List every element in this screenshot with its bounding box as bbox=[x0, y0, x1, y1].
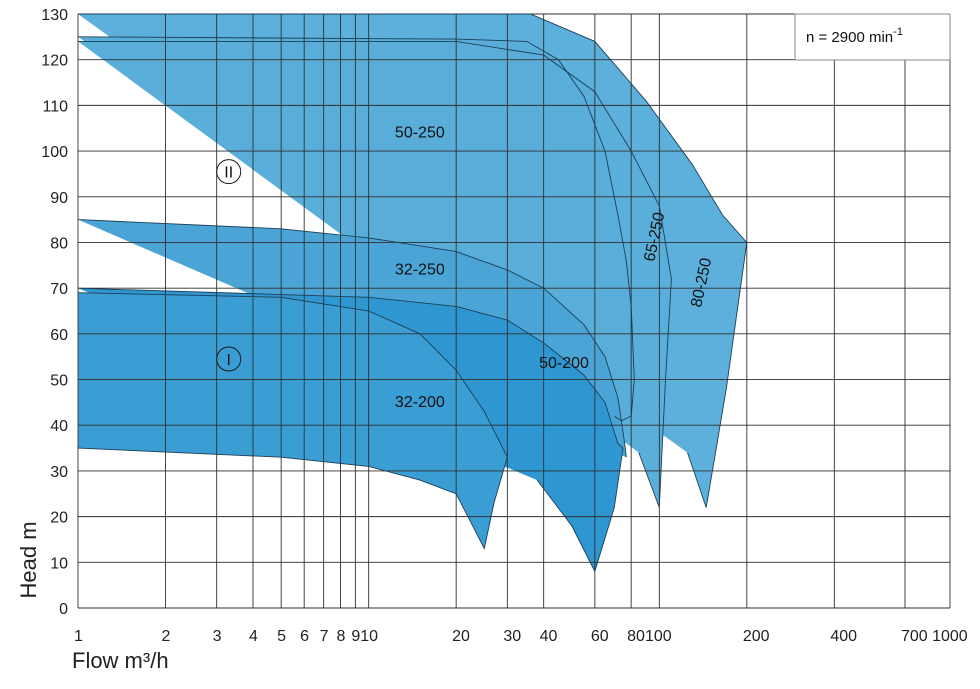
x-tick-400: 400 bbox=[830, 628, 857, 645]
x-tick-1: 1 bbox=[74, 628, 83, 645]
y-axis-title: Head m bbox=[16, 521, 41, 598]
x-tick-5: 5 bbox=[277, 628, 286, 645]
label-32-250: 32-250 bbox=[395, 261, 445, 278]
x-tick-30: 30 bbox=[503, 628, 521, 645]
y-tick-110: 110 bbox=[42, 98, 68, 115]
curve-32-250 bbox=[77, 219, 627, 458]
x-tick-60: 60 bbox=[591, 628, 609, 645]
curve-65-250 bbox=[78, 40, 672, 508]
y-tick-20: 20 bbox=[50, 510, 68, 527]
y-tick-80: 80 bbox=[50, 235, 68, 252]
zone-markers: III bbox=[216, 159, 242, 372]
x-tick-2: 2 bbox=[161, 628, 170, 645]
x-tick-80: 80100 bbox=[627, 628, 672, 645]
y-tick-10: 10 bbox=[50, 555, 68, 572]
curve-32-200 bbox=[77, 292, 508, 550]
curve-50-250 bbox=[77, 36, 635, 422]
label-50-200: 50-200 bbox=[539, 355, 589, 372]
svg-text:n = 2900 min-1: n = 2900 min-1 bbox=[806, 26, 903, 46]
x-tick-labels: 1 2 3 4 5 6 7 8 910 20 30 40 60 80100 200 400 700 1000 bbox=[74, 628, 968, 645]
y-tick-50: 50 bbox=[50, 373, 68, 390]
y-tick-labels: 0 10 20 30 40 50 60 70 80 90 100 110 120 130 bbox=[41, 7, 68, 618]
zone-circle-I bbox=[216, 346, 242, 372]
y-tick-120: 120 bbox=[41, 53, 68, 70]
y-tick-90: 90 bbox=[50, 190, 68, 207]
x-tick-8: 8 bbox=[336, 628, 345, 645]
y-tick-30: 30 bbox=[50, 464, 68, 481]
x-tick-200: 200 bbox=[743, 628, 770, 645]
curve-lines bbox=[77, 13, 748, 573]
x-axis-title: Flow m³/h bbox=[72, 648, 169, 673]
area-32-250 bbox=[78, 219, 627, 458]
performance-areas bbox=[78, 14, 747, 572]
y-tick-130: 130 bbox=[41, 7, 68, 24]
speed-box: n = 2900 min-1 bbox=[794, 13, 951, 61]
zone-circle-II bbox=[216, 159, 242, 185]
x-tick-700: 700 1000 bbox=[901, 628, 968, 645]
x-tick-4: 4 bbox=[249, 628, 258, 645]
x-tick-7: 7 bbox=[320, 628, 329, 645]
x-tick-6: 6 bbox=[300, 628, 309, 645]
x-tick-3: 3 bbox=[213, 628, 222, 645]
y-tick-100: 100 bbox=[41, 144, 68, 161]
y-tick-40: 40 bbox=[50, 418, 68, 435]
y-tick-70: 70 bbox=[50, 281, 68, 298]
y-tick-60: 60 bbox=[50, 327, 68, 344]
speed-label: n = 2900 min bbox=[806, 29, 893, 46]
label-32-200: 32-200 bbox=[395, 394, 445, 411]
x-tick-40: 40 bbox=[540, 628, 558, 645]
x-tick-9: 910 bbox=[351, 628, 378, 645]
area-50-200 bbox=[78, 288, 623, 572]
label-50-250: 50-250 bbox=[395, 124, 445, 141]
curve-80-250 bbox=[78, 13, 748, 508]
curve-50-200 bbox=[77, 287, 624, 573]
x-tick-20: 20 bbox=[452, 628, 470, 645]
zone-label-II: II bbox=[224, 165, 233, 182]
area-32-200 bbox=[78, 292, 508, 549]
speed-exponent: -1 bbox=[893, 26, 903, 38]
y-tick-0: 0 bbox=[59, 601, 68, 618]
zone-label-I: I bbox=[226, 352, 230, 369]
